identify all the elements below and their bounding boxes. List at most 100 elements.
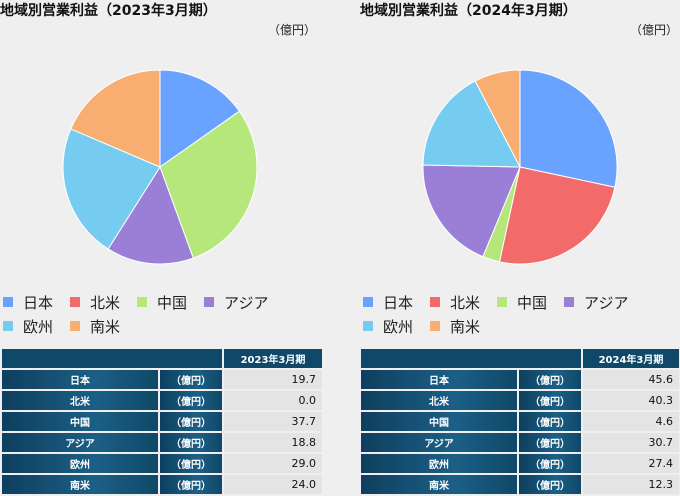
legend-label: 欧州 [23,317,54,336]
unit-cell: （億円） [517,475,581,494]
pie-slice [422,80,521,168]
pie-slice [70,69,161,168]
region-name: 日本 [361,370,517,389]
unit-cell: （億円） [517,454,581,473]
legend-swatch [363,321,373,331]
legend-swatch [3,321,13,331]
unit-cell: （億円） [517,370,581,389]
value-cell: 30.7 [581,433,679,452]
legend-item: 中国 [494,292,547,313]
chart-title: 地域別営業利益（2024年3月期） [360,3,577,19]
legend-label: アジア [584,293,629,312]
table-row: 北米 （億円） 40.3 [361,391,679,410]
pie-slice [519,69,618,188]
legend-label: 日本 [383,293,414,312]
table-row: 中国 （億円） 37.7 [2,412,322,431]
table-header-row: 2024年3月期 [361,349,679,368]
unit-cell: （億円） [517,433,581,452]
legend-label: アジア [224,293,269,312]
legend-swatch [564,297,575,307]
value-cell: 37.7 [222,412,322,431]
legend-label: 南米 [90,317,121,336]
legend: 日本 北米 中国 アジア欧州 南米 [0,290,330,338]
table-row: 中国 （億円） 4.6 [361,412,679,431]
table-header-year: 2024年3月期 [581,349,679,368]
unit-cell: （億円） [158,391,222,410]
table-row: 南米 （億円） 12.3 [361,475,679,494]
region-name: 南米 [361,475,517,494]
legend-label: 北米 [450,293,481,312]
pie-slice [159,69,241,168]
legend-swatch [363,297,373,307]
table-row: 北米 （億円） 0.0 [2,391,322,410]
unit-label: （億円） [268,23,317,37]
pie-slice [107,165,194,265]
region-name: アジア [361,433,517,452]
unit-cell: （億円） [158,475,222,494]
legend-label: 北米 [90,293,121,312]
unit-cell: （億円） [517,412,581,431]
region-name: 欧州 [361,454,517,473]
pie-chart [62,69,258,265]
table-row: アジア （億円） 30.7 [361,433,679,452]
legend-item: 欧州 [0,316,53,337]
table-row: 欧州 （億円） 27.4 [361,454,679,473]
legend-swatch [3,297,13,307]
legend-swatch [70,297,81,307]
region-name: 欧州 [2,454,158,473]
unit-cell: （億円） [158,433,222,452]
legend-swatch [430,321,441,331]
region-name: 日本 [2,370,158,389]
table-row: 欧州 （億円） 29.0 [2,454,322,473]
legend-label: 中国 [517,293,548,312]
value-cell: 4.6 [581,412,679,431]
legend: 日本 北米 中国 アジア欧州 南米 [360,290,680,338]
unit-label: （億円） [630,23,679,37]
legend-item: 北米 [427,292,480,313]
legend-item: アジア [561,292,628,313]
chart-panel-2024: 地域別営業利益（2024年3月期） （億円） 日本 北米 中国 アジア 欧州 南米 202… [360,0,680,495]
value-cell: 29.0 [222,454,322,473]
unit-cell: （億円） [158,454,222,473]
legend-item: 南米 [427,316,480,337]
legend-item: 南米 [67,316,120,337]
unit-cell: （億円） [517,391,581,410]
table-row: 南米 （億円） 24.0 [2,475,322,494]
legend-label: 中国 [157,293,188,312]
legend-item: 欧州 [360,316,413,337]
legend-item: 日本 [360,292,413,313]
table-header-year: 2023年3月期 [222,349,322,368]
legend-label: 欧州 [383,317,414,336]
pie-slice [422,164,521,258]
legend-swatch [70,321,81,331]
value-cell: 24.0 [222,475,322,494]
legend-swatch [497,297,508,307]
region-name: 南米 [2,475,158,494]
chart-title: 地域別営業利益（2023年3月期） [0,3,217,19]
pie-slice [474,69,521,168]
chart-panel-2023: 地域別営業利益（2023年3月期） （億円） 日本 北米 中国 アジア 欧州 南米 202… [0,0,330,495]
unit-cell: （億円） [158,412,222,431]
data-table: 2023年3月期 日本 （億円） 19.7 北米 （億円） 0.0 中国 （億円） 37.7 アジ… [2,347,322,496]
pie-slice [498,166,616,265]
value-cell: 45.6 [581,370,679,389]
unit-cell: （億円） [158,370,222,389]
region-name: 中国 [361,412,517,431]
legend-label: 南米 [450,317,481,336]
legend-item: アジア [201,292,268,313]
table-row: アジア （億円） 18.8 [2,433,322,452]
region-name: 北米 [361,391,517,410]
legend-item: 日本 [0,292,53,313]
pie-slice [159,110,258,259]
legend-label: 日本 [23,293,54,312]
legend-swatch [137,297,148,307]
region-name: 中国 [2,412,158,431]
pie-chart [422,69,618,265]
value-cell: 27.4 [581,454,679,473]
value-cell: 0.0 [222,391,322,410]
table-row: 日本 （億円） 45.6 [361,370,679,389]
region-name: アジア [2,433,158,452]
pie-slice [62,128,161,250]
legend-item: 北米 [67,292,120,313]
table-row: 日本 （億円） 19.7 [2,370,322,389]
